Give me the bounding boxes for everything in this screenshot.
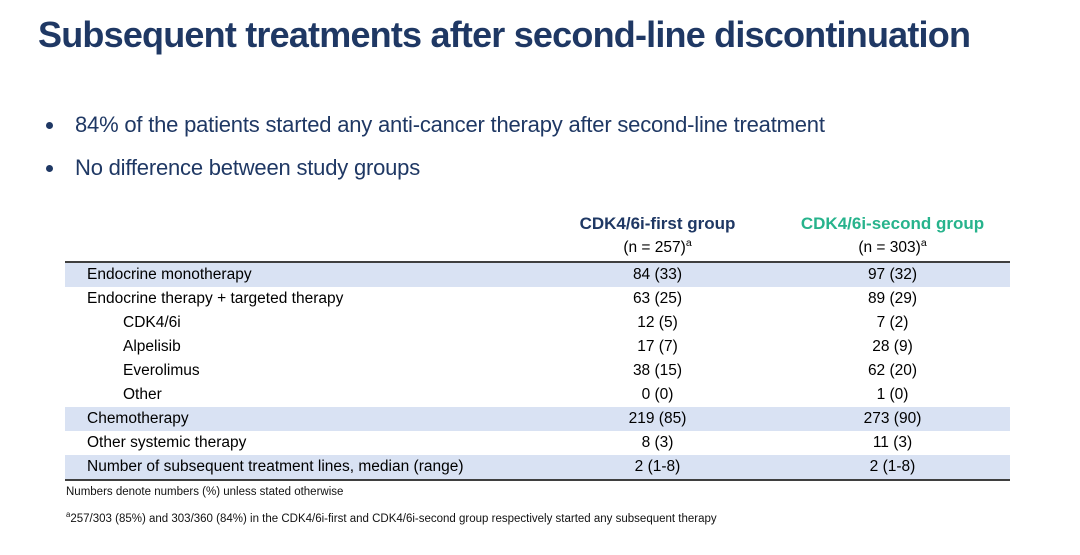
row-label: CDK4/6i [123, 314, 181, 331]
cell-first-group: 84 (33) [632, 266, 683, 283]
table-header: CDK4/6i-first group CDK4/6i-second group… [65, 206, 1010, 262]
cell-second-group: 7 (2) [876, 314, 909, 331]
n-label-second-group: (n = 303)a [775, 234, 1010, 262]
bullet-item: 84% of the patients started any anti-can… [46, 112, 825, 138]
cell-second-group: 1 (0) [876, 386, 909, 403]
cell-second-group: 273 (90) [863, 410, 922, 427]
cell-first-group: 0 (0) [641, 386, 674, 403]
footnote-general: Numbers denote numbers (%) unless stated… [66, 486, 344, 498]
row-label: Everolimus [123, 362, 200, 379]
cell-second-group: 62 (20) [867, 362, 918, 379]
cell-second-group: 97 (32) [867, 266, 918, 283]
row-label: Chemotherapy [87, 410, 189, 427]
cell-second-group: 2 (1-8) [869, 458, 916, 475]
header-spacer [65, 234, 540, 262]
footnote-marker: a [920, 236, 927, 249]
footnote-a-text: 257/303 (85%) and 303/360 (84%) in the C… [70, 513, 717, 525]
row-label: Alpelisib [123, 338, 181, 355]
row-label: Number of subsequent treatment lines, me… [87, 458, 464, 475]
table-row: Endocrine therapy + targeted therapy 63 … [65, 287, 1010, 311]
n-label-first-group: (n = 257)a [540, 234, 775, 262]
cell-first-group: 8 (3) [641, 434, 674, 451]
table-row: CDK4/6i 12 (5) 7 (2) [65, 311, 1010, 335]
cell-second-group: 28 (9) [872, 338, 913, 355]
cell-second-group: 89 (29) [867, 290, 918, 307]
row-label: Other [123, 386, 162, 403]
table-row: Number of subsequent treatment lines, me… [65, 455, 1010, 480]
cell-first-group: 12 (5) [637, 314, 678, 331]
cell-first-group: 219 (85) [628, 410, 687, 427]
cell-first-group: 38 (15) [632, 362, 683, 379]
header-spacer [65, 206, 540, 234]
treatments-table: CDK4/6i-first group CDK4/6i-second group… [65, 206, 1010, 481]
footnote-marker: a [685, 236, 692, 249]
table-row: Endocrine monotherapy 84 (33) 97 (32) [65, 262, 1010, 287]
table-row: Chemotherapy 219 (85) 273 (90) [65, 407, 1010, 431]
cell-first-group: 2 (1-8) [634, 458, 681, 475]
row-label: Endocrine monotherapy [87, 266, 252, 283]
n-value: (n = 303) [858, 238, 921, 256]
table-row: Other systemic therapy 8 (3) 11 (3) [65, 431, 1010, 455]
table-row: Alpelisib 17 (7) 28 (9) [65, 335, 1010, 359]
group-header-row: CDK4/6i-first group CDK4/6i-second group [65, 206, 1010, 234]
cell-second-group: 11 (3) [872, 434, 913, 451]
bullet-icon [46, 165, 53, 172]
table-row: Everolimus 38 (15) 62 (20) [65, 359, 1010, 383]
bullet-text: No difference between study groups [75, 155, 421, 180]
n-header-row: (n = 257)a (n = 303)a [65, 234, 1010, 262]
bullet-item: No difference between study groups [46, 155, 825, 181]
bullet-icon [46, 122, 53, 129]
cell-first-group: 17 (7) [637, 338, 678, 355]
col-header-cdk-second-group: CDK4/6i-second group [800, 214, 985, 233]
row-label: Endocrine therapy + targeted therapy [87, 290, 344, 307]
col-header-cdk-first-group: CDK4/6i-first group [579, 214, 736, 233]
n-value: (n = 257) [623, 238, 686, 256]
bullet-list: 84% of the patients started any anti-can… [46, 112, 825, 198]
table-row: Other 0 (0) 1 (0) [65, 383, 1010, 407]
cell-first-group: 63 (25) [632, 290, 683, 307]
bullet-text: 84% of the patients started any anti-can… [75, 112, 825, 137]
footnote-a: a257/303 (85%) and 303/360 (84%) in the … [66, 510, 717, 525]
page-title: Subsequent treatments after second-line … [38, 14, 971, 55]
table-body: Endocrine monotherapy 84 (33) 97 (32) En… [65, 262, 1010, 480]
footnote-marker: a [66, 510, 71, 520]
row-label: Other systemic therapy [87, 434, 247, 451]
